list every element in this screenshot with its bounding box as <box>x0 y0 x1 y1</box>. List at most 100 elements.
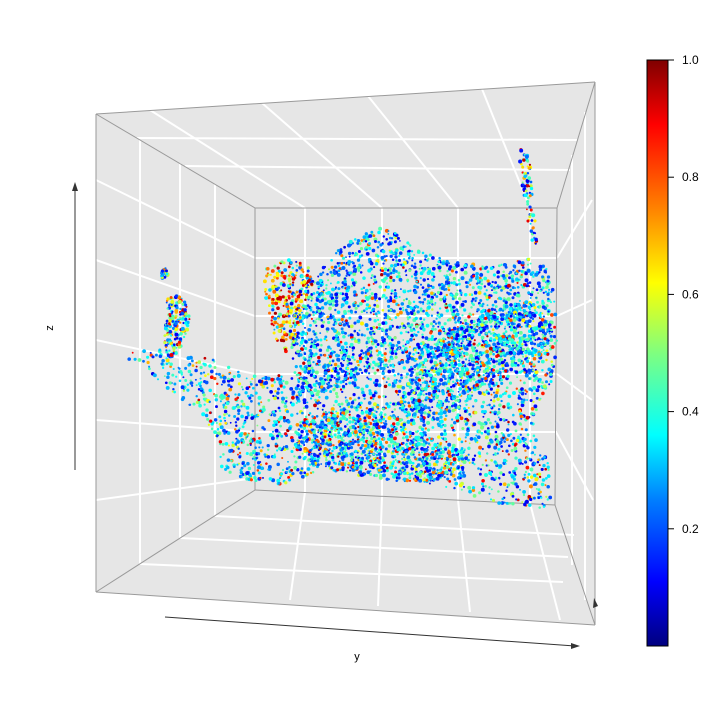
data-point <box>471 297 475 301</box>
data-point <box>272 410 276 414</box>
data-point <box>492 352 495 356</box>
data-point <box>516 302 521 307</box>
data-point <box>392 252 395 255</box>
data-point <box>513 421 517 426</box>
data-point <box>480 278 484 282</box>
data-point <box>538 271 541 274</box>
data-point <box>377 395 381 399</box>
data-point <box>515 387 518 390</box>
data-point <box>354 310 358 314</box>
data-point <box>504 325 507 328</box>
data-point <box>484 376 488 381</box>
data-point <box>519 423 523 426</box>
data-point <box>299 392 302 395</box>
data-point <box>380 273 384 277</box>
data-point <box>365 307 369 311</box>
data-point <box>508 276 511 280</box>
data-point <box>385 296 388 300</box>
data-point <box>430 272 435 276</box>
data-point <box>545 304 549 308</box>
data-point <box>334 303 338 307</box>
data-point <box>312 292 316 295</box>
data-point <box>310 341 314 344</box>
data-point <box>345 319 348 322</box>
data-point <box>228 387 233 392</box>
data-point <box>309 386 313 389</box>
data-point <box>373 278 377 282</box>
data-point <box>351 349 354 352</box>
data-point <box>330 258 333 262</box>
data-point <box>463 407 467 411</box>
data-point <box>395 259 398 262</box>
data-point <box>268 433 273 438</box>
data-point <box>313 384 317 387</box>
data-point <box>498 339 503 344</box>
data-point <box>484 266 487 270</box>
data-point <box>237 453 239 456</box>
data-point <box>321 382 324 386</box>
data-point <box>309 308 313 312</box>
data-point <box>507 406 510 410</box>
data-point <box>318 363 321 366</box>
data-point <box>445 485 448 488</box>
data-point <box>425 309 428 312</box>
data-point <box>482 328 486 333</box>
data-point <box>474 328 479 333</box>
data-point <box>527 494 532 499</box>
data-point <box>410 370 414 374</box>
data-point <box>283 404 287 408</box>
data-point <box>369 326 373 331</box>
data-point <box>462 381 465 384</box>
data-point <box>294 312 298 315</box>
data-point <box>534 477 539 482</box>
grid-line <box>95 477 256 501</box>
data-point <box>290 413 294 417</box>
data-point <box>315 324 318 327</box>
data-point <box>216 427 220 431</box>
data-point <box>327 279 330 282</box>
data-point <box>529 421 533 425</box>
data-point <box>350 362 353 365</box>
data-point <box>485 332 488 335</box>
data-point <box>550 345 555 349</box>
data-point <box>304 380 309 384</box>
data-point <box>419 342 423 345</box>
data-point <box>374 362 379 367</box>
data-point <box>516 403 519 406</box>
data-point <box>463 346 467 350</box>
data-point <box>349 369 353 373</box>
data-point <box>482 374 485 377</box>
data-point <box>330 384 333 388</box>
data-point <box>404 289 407 292</box>
data-point <box>484 320 489 324</box>
data-point <box>259 476 262 480</box>
data-point <box>413 348 417 352</box>
data-point <box>276 377 280 381</box>
data-point <box>418 355 423 360</box>
data-point <box>480 381 485 386</box>
data-point <box>377 311 381 314</box>
data-point <box>473 290 478 295</box>
data-point <box>357 363 360 367</box>
data-point <box>295 422 300 427</box>
data-point <box>376 254 380 258</box>
data-point <box>440 432 444 437</box>
data-point <box>305 472 309 476</box>
data-point <box>396 312 400 317</box>
data-point <box>497 408 501 411</box>
data-point <box>534 339 537 341</box>
data-point <box>517 458 522 463</box>
data-point <box>465 432 470 437</box>
data-point <box>261 407 266 412</box>
data-point <box>461 314 464 317</box>
data-point <box>439 415 443 419</box>
data-point <box>222 403 226 407</box>
data-point <box>304 304 308 308</box>
data-point <box>450 269 454 273</box>
data-point <box>259 439 262 442</box>
data-point <box>261 385 265 389</box>
data-point <box>427 410 431 414</box>
data-point <box>486 404 489 407</box>
data-point <box>372 234 376 238</box>
data-point <box>493 291 496 294</box>
